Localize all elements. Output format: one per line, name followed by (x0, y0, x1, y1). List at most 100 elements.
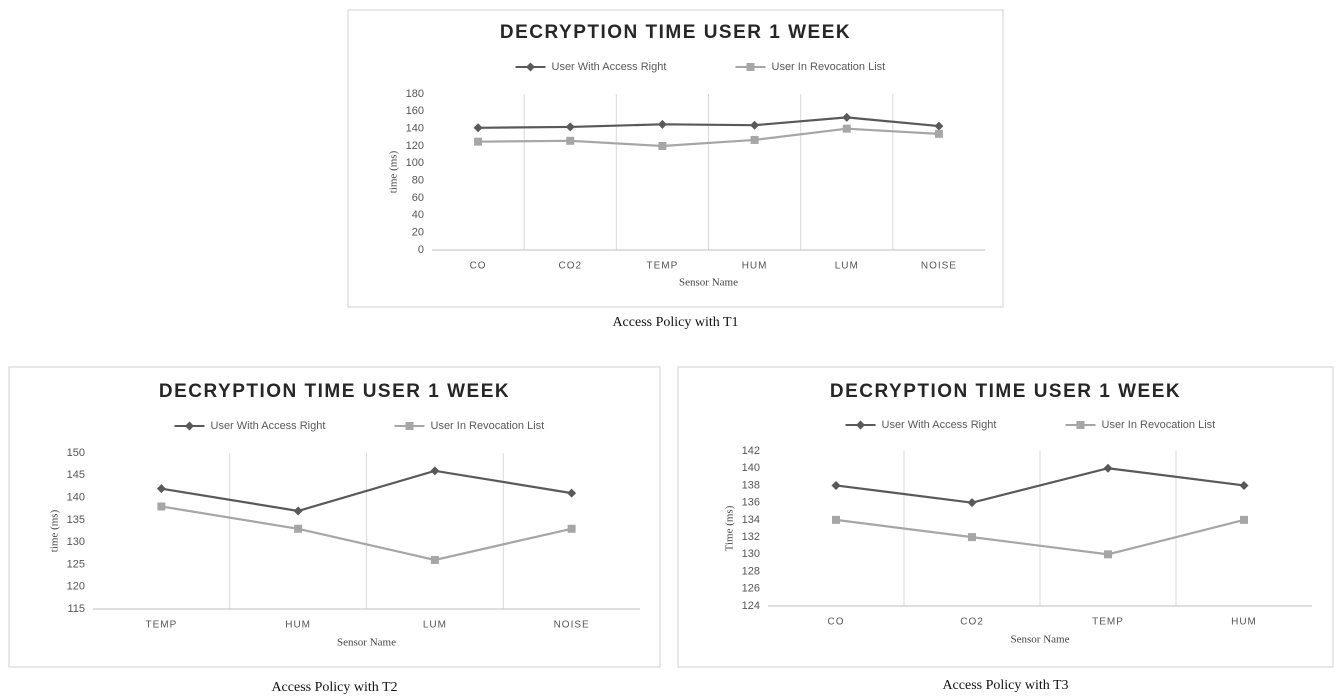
x-axis-title: Sensor Name (337, 637, 396, 649)
series-line (161, 505, 572, 562)
point (934, 121, 944, 131)
point (294, 524, 303, 533)
point (567, 524, 576, 533)
y-tick-label: 120 (406, 140, 424, 152)
y-tick-label: 124 (742, 600, 760, 612)
point (934, 129, 943, 138)
y-tick-label: 128 (742, 565, 760, 577)
point (832, 515, 840, 524)
y-tick-label: 136 (742, 497, 760, 509)
y-tick-label: 140 (406, 123, 424, 135)
x-tick-label: CO2 (558, 261, 582, 272)
point (473, 123, 483, 133)
point (968, 533, 976, 542)
point (842, 112, 852, 122)
caption: Access Policy with T1 (612, 315, 738, 330)
x-axis-title: Sensor Name (679, 277, 738, 289)
y-tick-label: 142 (742, 445, 760, 457)
x-tick-label: HUM (1231, 617, 1257, 628)
point (430, 466, 440, 476)
point (658, 142, 667, 150)
y-tick-label: 140 (742, 462, 760, 474)
legend-label: User In Revocation List (772, 61, 886, 73)
series-line (478, 116, 940, 129)
point (157, 502, 166, 511)
y-tick-label: 160 (406, 105, 424, 117)
legend-label: User In Revocation List (431, 420, 545, 432)
y-axis-title: Time (ms) (724, 505, 736, 551)
x-tick-label: TEMP (145, 620, 177, 631)
legend-label: User With Access Right (552, 61, 667, 73)
legend-marker (856, 420, 865, 430)
y-tick-label: 140 (67, 491, 85, 503)
legend-label: User In Revocation List (1102, 419, 1216, 431)
y-tick-label: 126 (742, 583, 760, 595)
y-tick-label: 40 (412, 209, 424, 221)
x-tick-label: NOISE (554, 620, 590, 631)
point (565, 122, 575, 132)
chart-title: DECRYPTION TIME USER 1 WEEK (500, 22, 851, 43)
point (566, 136, 575, 145)
point (1104, 550, 1112, 559)
y-axis-title: time (ms) (388, 150, 400, 193)
series-line (835, 467, 1245, 504)
point (657, 119, 667, 129)
y-tick-label: 80 (412, 175, 424, 187)
y-tick-label: 180 (406, 88, 424, 100)
x-axis-title: Sensor Name (1011, 634, 1070, 646)
point (1103, 463, 1113, 473)
point (156, 484, 166, 494)
chart-frame (677, 366, 1334, 668)
x-tick-label: CO2 (960, 617, 984, 628)
legend-marker (746, 63, 755, 71)
legend-marker (526, 62, 535, 72)
point (831, 480, 841, 490)
y-tick-label: 130 (67, 536, 85, 548)
legend-label: User With Access Right (211, 420, 326, 432)
y-tick-label: 20 (412, 227, 424, 239)
chart-title: DECRYPTION TIME USER 1 WEEK (830, 381, 1181, 402)
y-axis-title: time (ms) (49, 509, 61, 552)
x-tick-label: NOISE (921, 261, 957, 272)
point (1239, 480, 1249, 490)
point (430, 555, 439, 564)
x-tick-label: LUM (423, 620, 447, 631)
point (842, 124, 851, 133)
legend-marker (1076, 421, 1085, 429)
point (967, 498, 977, 508)
x-tick-label: LUM (835, 261, 859, 272)
x-tick-label: HUM (285, 620, 311, 631)
y-tick-label: 120 (67, 581, 85, 593)
y-tick-label: 150 (67, 447, 85, 459)
series-line (478, 127, 939, 148)
caption: Access Policy with T3 (942, 678, 1068, 693)
chart-frame (8, 366, 661, 668)
y-tick-label: 138 (742, 479, 760, 491)
point (750, 135, 759, 144)
x-tick-label: TEMP (1092, 617, 1124, 628)
y-tick-label: 0 (418, 244, 424, 256)
y-tick-label: 115 (67, 603, 85, 615)
x-tick-label: CO (828, 617, 845, 628)
point (567, 488, 577, 498)
x-tick-label: TEMP (647, 261, 679, 272)
y-tick-label: 134 (742, 514, 760, 526)
y-tick-label: 100 (406, 157, 424, 169)
point (474, 137, 483, 146)
chart-frame (347, 9, 1004, 308)
caption: Access Policy with T2 (271, 680, 397, 695)
x-tick-label: CO (470, 261, 487, 272)
series-line (161, 469, 572, 513)
y-tick-label: 60 (412, 192, 424, 204)
series-line (835, 518, 1245, 556)
point (750, 120, 760, 130)
y-tick-label: 135 (67, 514, 85, 526)
y-tick-label: 130 (742, 548, 760, 560)
legend-marker (405, 422, 414, 430)
x-tick-label: HUM (742, 261, 768, 272)
legend-marker (185, 421, 194, 431)
chart-title: DECRYPTION TIME USER 1 WEEK (159, 381, 510, 402)
legend-label: User With Access Right (882, 419, 997, 431)
y-tick-label: 125 (67, 558, 85, 570)
